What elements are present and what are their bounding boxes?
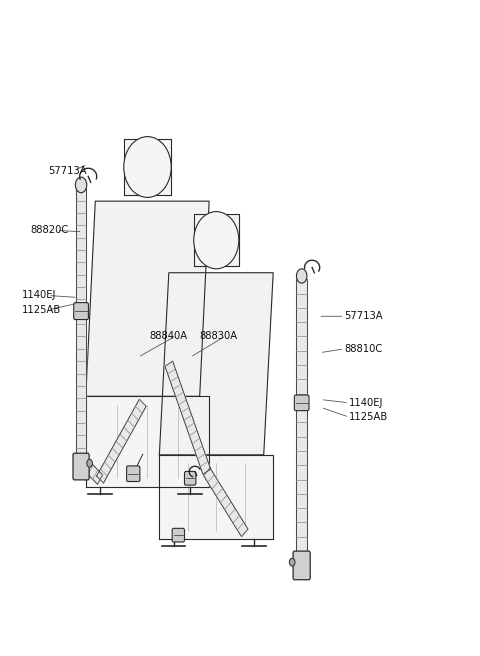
- Polygon shape: [79, 455, 103, 484]
- Circle shape: [297, 269, 307, 283]
- Polygon shape: [86, 396, 209, 487]
- Polygon shape: [194, 214, 239, 266]
- Text: 88830A: 88830A: [200, 331, 238, 341]
- Polygon shape: [159, 455, 273, 539]
- Polygon shape: [124, 139, 171, 195]
- Polygon shape: [159, 273, 273, 455]
- Text: 1125AB: 1125AB: [22, 305, 61, 315]
- FancyBboxPatch shape: [293, 551, 310, 580]
- Ellipse shape: [124, 136, 171, 197]
- Polygon shape: [204, 468, 248, 537]
- Polygon shape: [165, 361, 211, 474]
- Polygon shape: [297, 279, 307, 565]
- Circle shape: [75, 177, 87, 193]
- FancyBboxPatch shape: [74, 302, 88, 319]
- Polygon shape: [86, 201, 209, 396]
- FancyBboxPatch shape: [294, 395, 309, 411]
- Text: 57713A: 57713A: [48, 165, 86, 176]
- FancyBboxPatch shape: [73, 453, 89, 480]
- Text: 1140EJ: 1140EJ: [22, 291, 56, 300]
- Polygon shape: [76, 188, 86, 460]
- Text: 88840A: 88840A: [150, 331, 188, 341]
- Circle shape: [87, 459, 93, 467]
- Text: 1140EJ: 1140EJ: [349, 398, 384, 408]
- Polygon shape: [96, 400, 146, 483]
- Ellipse shape: [194, 212, 239, 269]
- FancyBboxPatch shape: [127, 466, 140, 482]
- FancyBboxPatch shape: [184, 472, 196, 485]
- Text: 1125AB: 1125AB: [349, 412, 388, 422]
- Text: 88820C: 88820C: [30, 226, 69, 236]
- FancyBboxPatch shape: [172, 528, 184, 542]
- Circle shape: [289, 558, 295, 566]
- Text: 88810C: 88810C: [344, 344, 383, 354]
- Text: 57713A: 57713A: [344, 312, 383, 321]
